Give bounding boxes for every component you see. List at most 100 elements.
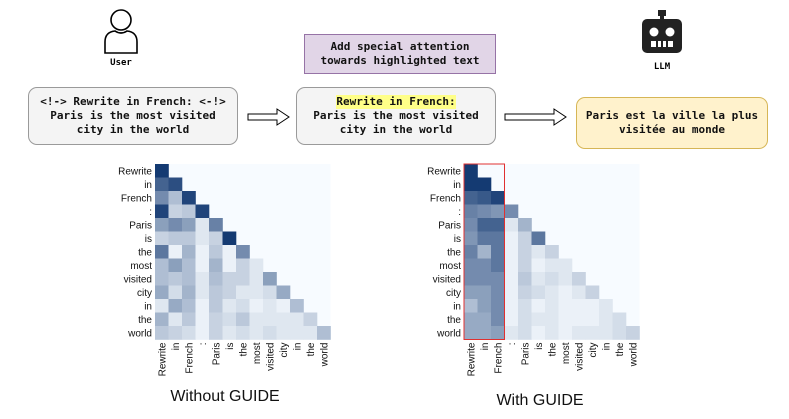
heatmap-with-guide-x-tick-label: in [480,343,491,351]
heatmap-without-guide-cell [195,245,210,259]
heatmap-with-guide-cell [504,245,519,259]
heatmap-with-guide-cell [464,177,478,192]
heatmap-without-guide-cell [290,299,304,313]
heatmap-without-guide-x-tick-label: in [171,343,182,351]
prompt-highlighted-box: Rewrite in French: Paris is the most vis… [296,87,496,145]
heatmap-without-guide-y-tick-label: Rewrite [118,166,152,177]
heatmap-without-guide-cell [222,272,237,286]
heatmap-with-guide-x-tick-label: most [561,342,572,364]
llm-output-line1: Paris est la ville la plus [585,109,759,122]
heatmap-with-guide-cell [477,204,492,219]
heatmap-with-guide-x-tick-label: world [628,343,639,368]
prompt-highlighted-line3: city in the world [339,123,453,136]
caption-without-guide: Without GUIDE [170,388,280,405]
heatmap-without-guide-x-tick-label: most [252,342,263,364]
heatmap-with-guide-cell [558,299,573,313]
heatmap-without-guide-cell [263,285,277,300]
heatmap-with-guide-cell [599,299,613,313]
heatmap-without-guide-x-tick-label: : [198,343,209,346]
heatmap-without-guide-cell [168,218,183,232]
heatmap-without-guide-y-tick-label: world [127,328,152,339]
heatmap-with-guide-cell [477,326,492,340]
heatmap-with-guide-cell [545,258,559,273]
heatmap-with-guide-cell [545,285,559,300]
heatmap-with-guide-y-tick-label: is [454,234,461,245]
highlighted-instruction: Rewrite in French: [336,95,456,109]
heatmap-with-guide-x-tick-label: is [534,343,545,350]
llm-output-box: Paris est la ville la plus visitée au mo… [576,97,768,149]
heatmap-without-guide-y-tick-label: in [144,301,152,312]
heatmap-with-guide-cell [477,177,492,192]
heatmap-without-guide-cell [168,245,183,259]
heatmap-without-guide-cell [155,231,169,246]
heatmap-with-guide-y-tick-label: world [436,328,461,339]
heatmap-with-guide-y-tick-label: Paris [438,220,461,231]
heatmap-with-guide-cell [572,299,586,313]
heatmap-with-guide-cell [572,285,586,300]
heatmap-with-guide-y-tick-label: city [446,288,461,299]
heatmap-with-guide-cell [531,272,546,286]
attention-note-line1: Add special attention [330,40,470,53]
heatmap-with-guide-cell [477,272,492,286]
heatmap-with-guide-cell [531,245,546,259]
heatmap-without-guide-cell [249,299,264,313]
prompt-plain-line3: city in the world [76,123,190,136]
heatmap-without-guide-cell [195,204,210,219]
heatmap-with-guide-cell [545,326,559,340]
heatmap-without-guide-cell [222,299,237,313]
heatmap-without-guide-cell [303,312,318,327]
prompt-plain-line1: <!-> Rewrite in French: <-!> [40,95,226,108]
heatmap-with-guide-highlight-outline [463,163,505,340]
heatmap-without-guide-cell [209,218,223,232]
heatmap-without-guide-cell [209,285,223,300]
heatmap-without-guide-cell [276,285,291,300]
heatmap-without-guide-cell [182,218,196,232]
heatmap-with-guide-y-tick-label: the [447,247,461,258]
heatmap-without-guide-cell [222,258,237,273]
heatmap-with-guide-cell [572,312,586,327]
heatmap-with-guide-cell [491,218,505,232]
heatmap-without-guide-cell [249,272,264,286]
heatmap-with-guide-cell [531,258,546,273]
heatmap-without-guide-cell [195,299,210,313]
heatmap-with-guide-cell [585,285,600,300]
heatmap-with-guide-cell [558,312,573,327]
heatmap-with-guide-cell [477,258,492,273]
heatmap-without-guide-cell [168,231,183,246]
heatmap-without-guide-cell [155,164,169,178]
heatmap-with-guide-y-tick-label: Rewrite [427,166,461,177]
heatmap-with-guide-x-tick-label: in [601,343,612,351]
heatmap-with-guide-cell [626,326,640,340]
heatmap-with-guide-cell [572,272,586,286]
heatmap-without-guide-cell [236,326,250,340]
heatmap-with-guide-cell [477,218,492,232]
heatmap-without-guide-cell [168,312,183,327]
caption-with-guide: With GUIDE [496,392,584,409]
heatmap-without-guide-x-tick-label: Rewrite [157,342,168,376]
heatmap-without-guide-cell [168,258,183,273]
heatmap-with-guide-cell [612,326,627,340]
heatmap-with-guide-cell [504,218,519,232]
heatmap-without-guide-cell [155,245,169,259]
heatmap-with-guide-cell [464,231,478,246]
heatmap-without-guide-y-tick-label: in [144,180,152,191]
robot-icon [641,10,683,54]
heatmap-without-guide-cell [236,272,250,286]
heatmap-with-guide-cell [464,299,478,313]
heatmap-without-guide-cell [209,299,223,313]
heatmap-with-guide-cell [504,326,519,340]
heatmap-with-guide: RewriteinFrench:Parisisthemostvisitedcit… [427,163,640,376]
heatmap-with-guide-cell [518,245,532,259]
heatmap-with-guide-cell [464,258,478,273]
heatmap-without-guide-cell [236,299,250,313]
heatmap-with-guide-x-tick-label: Rewrite [466,342,477,376]
heatmap-with-guide-cell [477,299,492,313]
heatmap-with-guide-cell [477,231,492,246]
heatmap-with-guide-cell [558,258,573,273]
heatmap-with-guide-cell [585,326,600,340]
heatmap-with-guide-cell [491,299,505,313]
heatmap-with-guide-x-tick-label: visited [574,343,585,371]
heatmap-with-guide-cell [504,312,519,327]
heatmap-with-guide-cell [572,326,586,340]
heatmap-without-guide-y-tick-label: the [138,247,152,258]
